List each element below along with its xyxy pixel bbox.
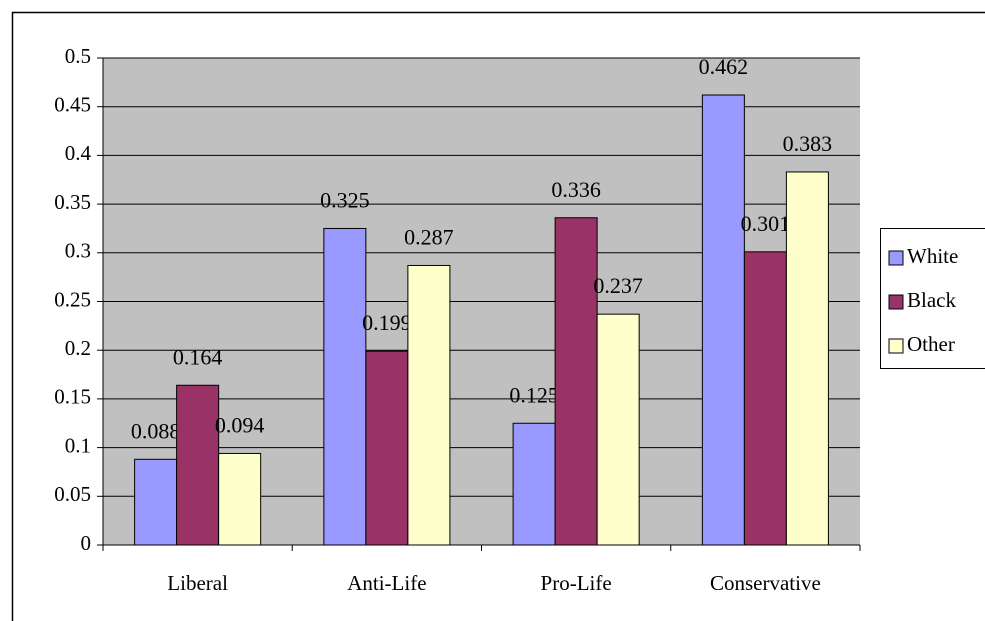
- bar: [176, 384, 220, 546]
- legend-label: White: [907, 244, 958, 268]
- bar: [701, 94, 745, 546]
- bar: [365, 350, 409, 546]
- bar: [743, 251, 787, 546]
- data-label: 0.094: [215, 412, 265, 437]
- y-tick-label: 0.5: [65, 44, 91, 68]
- bar: [785, 171, 829, 546]
- data-label: 0.383: [783, 131, 833, 156]
- y-tick-label: 0.15: [54, 385, 91, 409]
- legend-swatch: [888, 338, 904, 354]
- bar: [134, 458, 178, 546]
- legend-label: Other: [907, 332, 955, 356]
- data-label: 0.125: [509, 382, 559, 407]
- bar: [596, 313, 640, 546]
- data-label: 0.462: [699, 54, 749, 79]
- y-tick-label: 0.4: [65, 141, 92, 165]
- y-tick-label: 0.3: [65, 239, 91, 263]
- legend-swatch: [888, 250, 904, 266]
- data-label: 0.164: [173, 344, 223, 369]
- bar: [218, 452, 262, 546]
- y-tick-label: 0.35: [54, 190, 91, 214]
- data-label: 0.088: [131, 418, 181, 443]
- data-label: 0.301: [741, 211, 791, 236]
- y-tick-label: 0.25: [54, 287, 91, 311]
- data-label: 0.199: [362, 310, 412, 335]
- bar: [512, 422, 556, 546]
- y-tick-label: 0: [81, 531, 92, 555]
- y-tick-label: 0.45: [54, 93, 91, 117]
- y-tick-label: 0.2: [65, 336, 91, 360]
- x-tick-label: Liberal: [167, 571, 228, 595]
- x-tick-label: Pro-Life: [541, 571, 612, 595]
- y-tick-label: 0.05: [54, 482, 91, 506]
- data-label: 0.325: [320, 187, 370, 212]
- data-label: 0.287: [404, 225, 454, 250]
- data-label: 0.237: [593, 273, 643, 298]
- data-label: 0.336: [551, 177, 601, 202]
- x-tick-label: Anti-Life: [347, 571, 426, 595]
- x-tick-label: Conservative: [710, 571, 821, 595]
- bar: [554, 217, 598, 546]
- legend-label: Black: [907, 288, 956, 312]
- bar: [323, 227, 367, 546]
- y-tick-label: 0.1: [65, 433, 91, 457]
- legend-swatch: [888, 294, 904, 310]
- bar: [407, 264, 451, 546]
